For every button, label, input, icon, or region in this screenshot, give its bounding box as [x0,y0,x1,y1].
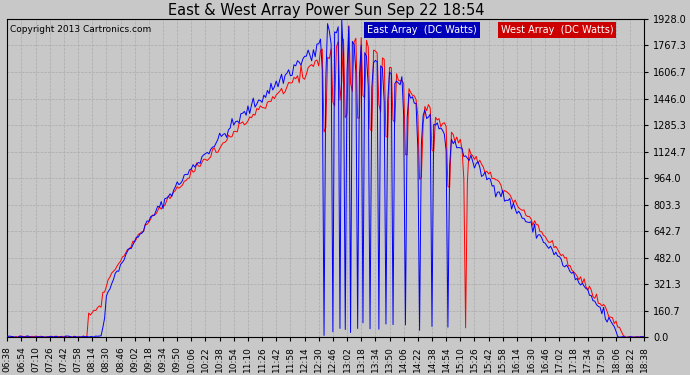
Text: West Array  (DC Watts): West Array (DC Watts) [501,25,613,35]
Title: East & West Array Power Sun Sep 22 18:54: East & West Array Power Sun Sep 22 18:54 [168,3,484,18]
Text: Copyright 2013 Cartronics.com: Copyright 2013 Cartronics.com [10,25,152,34]
Text: East Array  (DC Watts): East Array (DC Watts) [367,25,477,35]
